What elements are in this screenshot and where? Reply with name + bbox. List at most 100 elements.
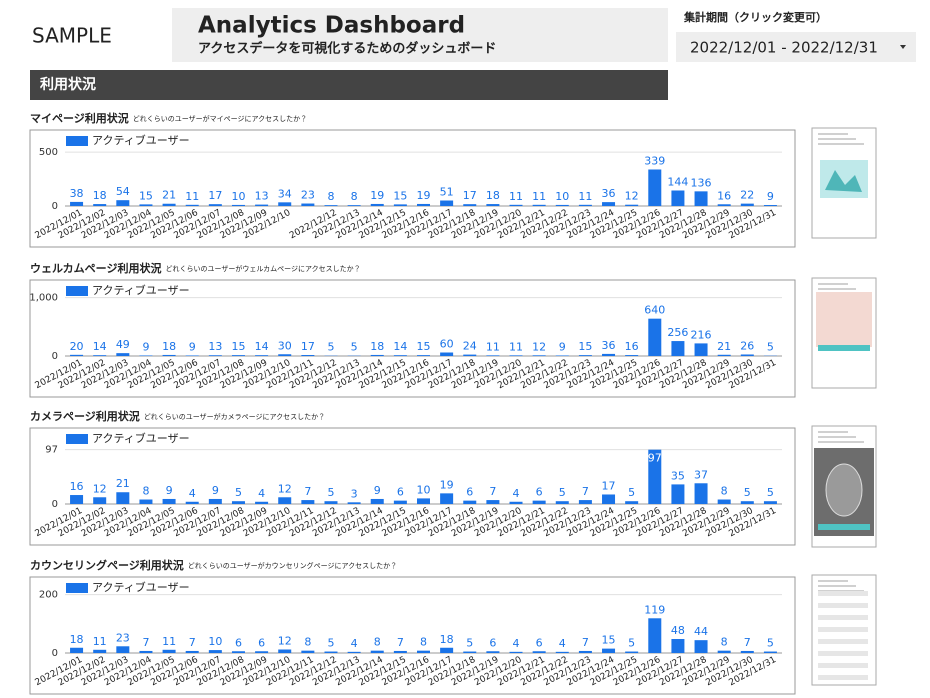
value-label: 11 (162, 635, 176, 648)
bar (116, 353, 130, 356)
period-value[interactable]: 2022/12/01 - 2022/12/31 (690, 39, 878, 57)
legend-swatch (66, 136, 88, 146)
bar (509, 204, 523, 206)
bar (139, 204, 153, 206)
bar (370, 354, 384, 356)
bar (417, 650, 430, 653)
value-label: 11 (486, 340, 500, 353)
value-label: 11 (185, 190, 199, 203)
bar (139, 355, 153, 356)
value-label: 19 (417, 189, 431, 202)
bar (555, 651, 569, 653)
bar (694, 191, 708, 206)
y-tick-label: 97 (45, 445, 58, 456)
value-label: 4 (513, 637, 520, 650)
value-label: 10 (208, 635, 222, 648)
chart-heading: カメラページ利用状況 どれくらいのユーザーがカメラページにアクセスしたか？ (30, 409, 325, 423)
value-label: 7 (304, 485, 311, 498)
value-label: 18 (486, 189, 500, 202)
bar (671, 484, 685, 504)
value-label: 22 (740, 189, 754, 202)
bar (208, 204, 222, 206)
thumb-field (818, 615, 868, 620)
value-label: 36 (602, 339, 616, 352)
bar (509, 355, 523, 356)
bar (255, 204, 269, 206)
bar (717, 354, 731, 356)
value-label: 14 (255, 340, 269, 353)
value-label: 9 (374, 484, 381, 497)
value-label: 5 (628, 637, 635, 650)
bar (602, 648, 616, 653)
period-dropdown[interactable]: 2022/12/01 - 2022/12/31 (676, 32, 916, 62)
bar (70, 201, 84, 206)
bar (301, 355, 315, 356)
value-label: 10 (231, 190, 245, 203)
thumb-line (818, 283, 848, 285)
value-label: 5 (767, 637, 774, 650)
value-label: 21 (116, 477, 130, 490)
thumb-line (818, 436, 856, 438)
thumb-line (818, 143, 864, 145)
value-label: 30 (278, 339, 292, 352)
value-label: 6 (397, 486, 404, 499)
chart-title: カメラページ利用状況 (30, 409, 140, 423)
value-label: 5 (767, 341, 774, 354)
value-label: 15 (417, 340, 431, 353)
bar (555, 501, 569, 504)
legend-label: アクティブユーザー (92, 283, 190, 297)
bar (717, 499, 731, 504)
value-label: 18 (440, 633, 454, 646)
value-label: 339 (644, 154, 665, 167)
value-label: 16 (625, 340, 639, 353)
section-title: 利用状況 (40, 76, 96, 93)
bar (463, 204, 477, 206)
thumb-face (825, 463, 863, 517)
value-label: 23 (116, 631, 130, 644)
dropdown-arrow[interactable] (900, 45, 906, 49)
value-label: 15 (393, 189, 407, 202)
value-label: 4 (351, 637, 358, 650)
bar (116, 200, 130, 206)
value-label: 8 (327, 190, 334, 203)
bar (70, 495, 84, 504)
value-label: 5 (559, 486, 566, 499)
thumb-field (818, 627, 868, 632)
bar (162, 498, 176, 504)
y-tick-label: 0 (52, 351, 58, 362)
bar (602, 353, 616, 356)
value-label: 9 (166, 484, 173, 497)
chart-title: マイページ利用状況 (30, 111, 129, 125)
bar (648, 449, 662, 504)
value-label: 5 (767, 486, 774, 499)
value-label: 24 (463, 340, 477, 353)
bar (93, 649, 107, 653)
y-tick-label: 0 (52, 499, 58, 510)
bar (486, 204, 500, 206)
value-label: 5 (327, 341, 334, 354)
bar (648, 618, 662, 653)
value-label: 8 (374, 636, 381, 649)
value-label: 4 (189, 487, 196, 500)
bar (162, 354, 176, 356)
bar (301, 650, 315, 653)
bar (532, 651, 546, 653)
thumb-line (818, 580, 848, 582)
bar (417, 203, 430, 206)
chart-heading: カウンセリングページ利用状況 どれくらいのユーザーがカウンセリングページにアクセス… (30, 558, 397, 572)
bar (763, 205, 777, 206)
value-label: 18 (70, 633, 84, 646)
bar (463, 354, 477, 356)
chart-panel (29, 129, 796, 248)
dropdown-box[interactable] (676, 32, 916, 62)
value-label: 119 (644, 603, 665, 616)
bar (185, 650, 199, 653)
bar (486, 355, 500, 356)
legend-swatch (66, 434, 88, 444)
value-label: 8 (721, 485, 728, 498)
chart-subtitle: どれくらいのユーザーがマイページにアクセスしたか？ (133, 114, 307, 123)
bar (463, 651, 477, 653)
period-label: 集計期間（クリック変更可） (683, 10, 827, 24)
